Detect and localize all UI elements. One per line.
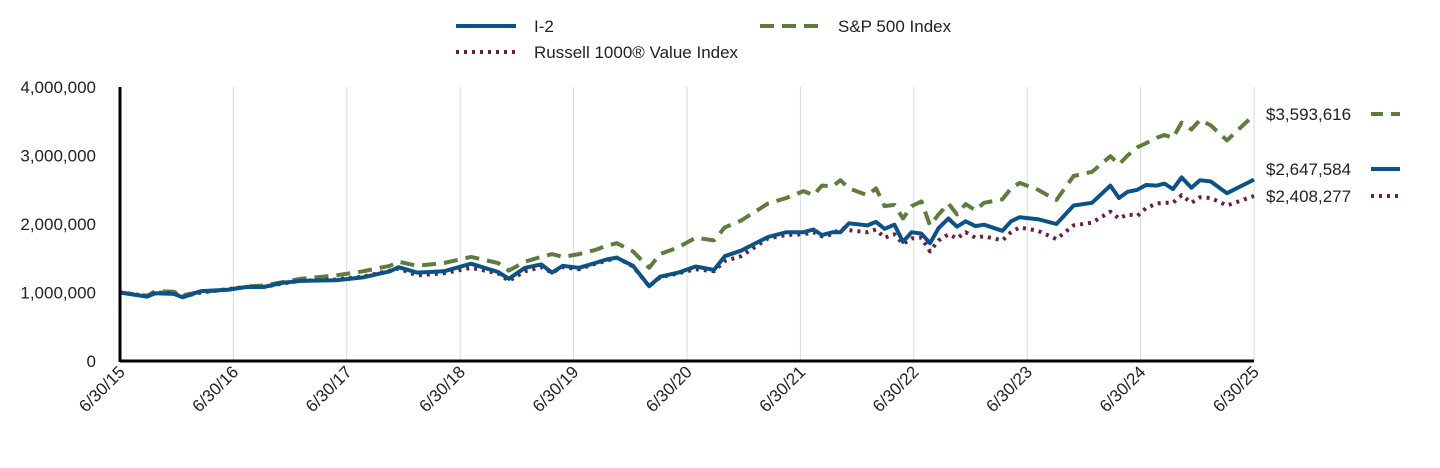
x-tick-label: 6/30/19 bbox=[529, 362, 583, 416]
legend-label-i-2: I-2 bbox=[534, 17, 554, 36]
series-line-s-p-500-index bbox=[119, 113, 1256, 298]
x-tick-label: 6/30/15 bbox=[75, 362, 129, 416]
legend-label-sp500: S&P 500 Index bbox=[838, 17, 952, 36]
series-line-i-2 bbox=[119, 175, 1255, 300]
end-label-russell-1000-value-index: $2,408,277 bbox=[1266, 187, 1351, 206]
end-labels: $2,647,584 $3,593,616 $2,408,277 bbox=[1266, 105, 1400, 206]
x-tick-label: 6/30/23 bbox=[982, 362, 1036, 416]
x-axis-ticks: 6/30/15 6/30/16 6/30/17 6/30/18 6/30/19 6/30/… bbox=[75, 362, 1263, 416]
x-tick-label: 6/30/22 bbox=[869, 362, 923, 416]
end-label-s-p-500-index: $3,593,616 bbox=[1266, 105, 1351, 124]
x-tick-label: 6/30/25 bbox=[1209, 362, 1263, 416]
x-tick-label: 6/30/18 bbox=[415, 362, 469, 416]
y-tick-label: 4,000,000 bbox=[20, 78, 96, 97]
end-label-i-2: $2,647,584 bbox=[1266, 160, 1351, 179]
x-tick-label: 6/30/24 bbox=[1096, 362, 1150, 416]
y-tick-label: 3,000,000 bbox=[20, 147, 96, 166]
y-tick-label: 0 bbox=[87, 352, 96, 371]
y-tick-label: 1,000,000 bbox=[20, 284, 96, 303]
legend: I-2 S&P 500 Index Russell 1000® Value In… bbox=[456, 17, 952, 62]
gridlines bbox=[232, 87, 1255, 361]
legend-label-russell: Russell 1000® Value Index bbox=[534, 43, 739, 62]
x-tick-label: 6/30/20 bbox=[642, 362, 696, 416]
x-tick-label: 6/30/16 bbox=[189, 362, 243, 416]
series-group bbox=[119, 113, 1256, 300]
axes bbox=[118, 87, 1254, 363]
x-tick-label: 6/30/21 bbox=[756, 362, 810, 416]
x-tick-label: 6/30/17 bbox=[302, 362, 356, 416]
y-axis-ticks: 0 1,000,000 2,000,000 3,000,000 4,000,000 bbox=[20, 78, 96, 371]
y-tick-label: 2,000,000 bbox=[20, 215, 96, 234]
